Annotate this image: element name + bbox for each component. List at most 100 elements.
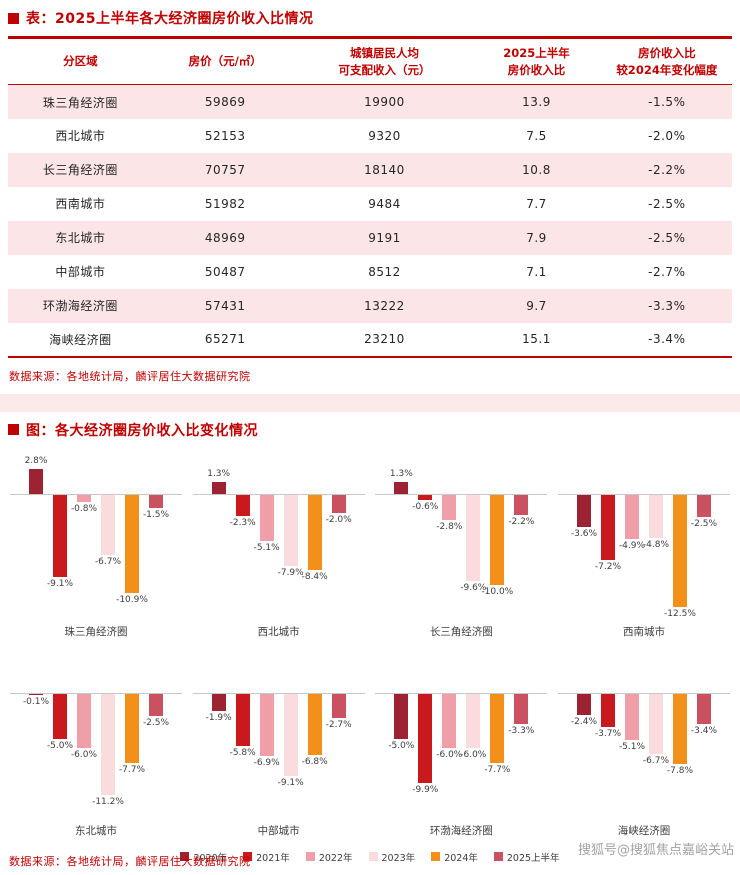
value-cell: 7.9	[526, 230, 547, 245]
bar-value-label: -7.2%	[594, 561, 622, 572]
bar-value-label: -2.5%	[142, 718, 170, 729]
bar-2020年	[394, 693, 409, 739]
value-cell: 9.7	[526, 298, 547, 313]
chart-group: 2.8% -9.1% -0.8% -6.7% -10.9% -1.5% 珠三角经济圈	[10, 454, 182, 639]
zero-axis-line	[192, 493, 365, 495]
value-cell: -2.2%	[648, 162, 686, 177]
bar-value-label: -0.1%	[22, 696, 50, 707]
region-cell: 珠三角经济圈	[42, 95, 118, 110]
header-change: 房价收入比 较2024年变化幅度	[601, 37, 732, 86]
bar-2024年	[490, 494, 505, 585]
header-price: 房价（元/㎡）	[152, 37, 298, 86]
bar-2025上半年	[514, 693, 529, 724]
bar-value-label: -10.0%	[481, 586, 514, 597]
legend-label: 2020年	[193, 852, 228, 864]
bar-2025上半年	[696, 494, 711, 518]
bar-2022年	[77, 494, 91, 503]
bar-value-label: -5.0%	[388, 740, 415, 751]
bar-2024年	[307, 693, 322, 756]
bar-value-label: -2.3%	[229, 517, 256, 528]
plot-area: -3.6% -7.2% -4.9% -4.8% -12.5% -2.5%	[557, 454, 730, 622]
category-label: 海峡经济圈	[617, 824, 671, 837]
bar-2024年	[672, 494, 687, 608]
bar-2025上半年	[331, 494, 346, 513]
value-cell: 57431	[204, 298, 246, 313]
header-ratio: 2025上半年 房价收入比	[471, 37, 602, 86]
value-cell: 65271	[204, 332, 246, 347]
bar-value-label: -2.4%	[570, 717, 598, 728]
legend-label: 2022年	[318, 852, 353, 864]
bar-2024年	[307, 494, 322, 571]
chart-group: 1.3% -0.6% -2.8% -9.6% -10.0% -2.2% 长三角经济圈	[375, 454, 548, 639]
legend-item: 2022年	[305, 850, 353, 864]
value-cell: 19900	[364, 95, 405, 110]
value-cell: -3.3%	[648, 298, 686, 313]
bar-value-label: -7.8%	[666, 766, 694, 777]
table-row: 环渤海经济圈 57431 13222 9.7 -3.3%	[8, 288, 732, 323]
region-cell: 东北城市	[55, 231, 106, 246]
bar-2021年	[600, 693, 615, 728]
bar-value-label: -5.1%	[618, 741, 646, 752]
plot-area: -1.9% -5.8% -6.9% -9.1% -6.8% -2.7%	[192, 653, 365, 821]
bar-value-label: -5.1%	[253, 542, 280, 553]
value-cell: 9320	[368, 128, 401, 143]
bar-2023年	[648, 494, 663, 539]
bar-value-label: -6.0%	[460, 749, 487, 760]
zero-axis-line	[375, 493, 548, 495]
bar-2024年	[672, 693, 687, 765]
chart-row-2: -0.1% -5.0% -6.0% -11.2% -7.7% -2.5% 东北城市 -1.9%…	[0, 653, 740, 838]
legend-label: 2024年	[444, 852, 478, 864]
bar-2020年	[576, 693, 591, 716]
chart-group: -3.6% -7.2% -4.9% -4.8% -12.5% -2.5% 西南城市	[557, 454, 730, 639]
zero-axis-line	[557, 493, 730, 495]
chart-legend: 2020年 2021年 2022年 2023年 2024年 2025上半年	[0, 850, 740, 864]
table-row: 西北城市 52153 9320 7.5 -2.0%	[8, 118, 732, 153]
bar-value-label: -4.9%	[618, 540, 646, 551]
region-cell: 西北城市	[55, 129, 106, 144]
zero-axis-line	[375, 692, 548, 694]
table-header-row: 分区域 房价（元/㎡） 城镇居民人均 可支配收入（元） 2025上半年 房价收入…	[8, 37, 732, 86]
legend-item: 2024年	[431, 850, 478, 864]
bar-2025上半年	[149, 693, 163, 717]
bar-value-label: -6.7%	[94, 557, 122, 568]
bar-2024年	[125, 693, 139, 764]
bar-2025上半年	[331, 693, 346, 719]
bar-value-label: 1.3%	[207, 469, 231, 480]
legend-item: 2025上半年	[493, 850, 560, 864]
bar-2021年	[235, 494, 250, 516]
chart-source: 数据来源：各地统计局，麟评居住大数据研究院	[9, 855, 251, 868]
bar-2020年	[211, 482, 226, 494]
watermark: 搜狐号@搜狐焦点嘉峪关站	[577, 843, 734, 858]
bar-2022年	[442, 494, 457, 521]
zero-axis-line	[557, 692, 730, 694]
bar-value-label: -3.3%	[508, 725, 535, 736]
section-divider	[0, 393, 740, 412]
bar-2022年	[259, 693, 274, 756]
bar-2021年	[600, 494, 615, 560]
table-section-title: 表：2025上半年各大经济圈房价收入比情况	[0, 0, 740, 28]
chart-section-title: 图：各大经济圈房价收入比变化情况	[0, 412, 740, 440]
bar-2022年	[624, 494, 639, 539]
bar-value-label: -1.9%	[205, 712, 232, 723]
plot-area: -2.4% -3.7% -5.1% -6.7% -7.8% -3.4%	[557, 653, 730, 821]
bar-value-label: -10.9%	[116, 594, 148, 605]
legend-swatch	[368, 852, 378, 862]
value-cell: 7.7	[526, 196, 547, 211]
bar-2023年	[648, 693, 663, 755]
bar-value-label: -4.8%	[642, 540, 670, 551]
bar-value-label: -2.2%	[508, 516, 535, 527]
value-cell: 9191	[368, 230, 401, 245]
bar-value-label: -9.6%	[460, 583, 487, 594]
chart-group: 1.3% -2.3% -5.1% -7.9% -8.4% -2.0% 西北城市	[192, 454, 365, 639]
price-income-table: 分区域 房价（元/㎡） 城镇居民人均 可支配收入（元） 2025上半年 房价收入…	[8, 36, 732, 358]
bar-2022年	[624, 693, 639, 740]
plot-area: 2.8% -9.1% -0.8% -6.7% -10.9% -1.5%	[10, 454, 182, 622]
category-label: 环渤海经济圈	[429, 824, 493, 837]
legend-swatch	[180, 852, 190, 862]
bar-value-label: -0.6%	[412, 502, 439, 513]
bar-value-label: -7.9%	[277, 567, 304, 578]
legend-swatch	[305, 852, 315, 862]
bar-value-label: 1.3%	[389, 469, 413, 480]
bar-2022年	[259, 494, 274, 541]
plot-area: -5.0% -9.9% -6.0% -6.0% -7.7% -3.3%	[375, 653, 548, 821]
